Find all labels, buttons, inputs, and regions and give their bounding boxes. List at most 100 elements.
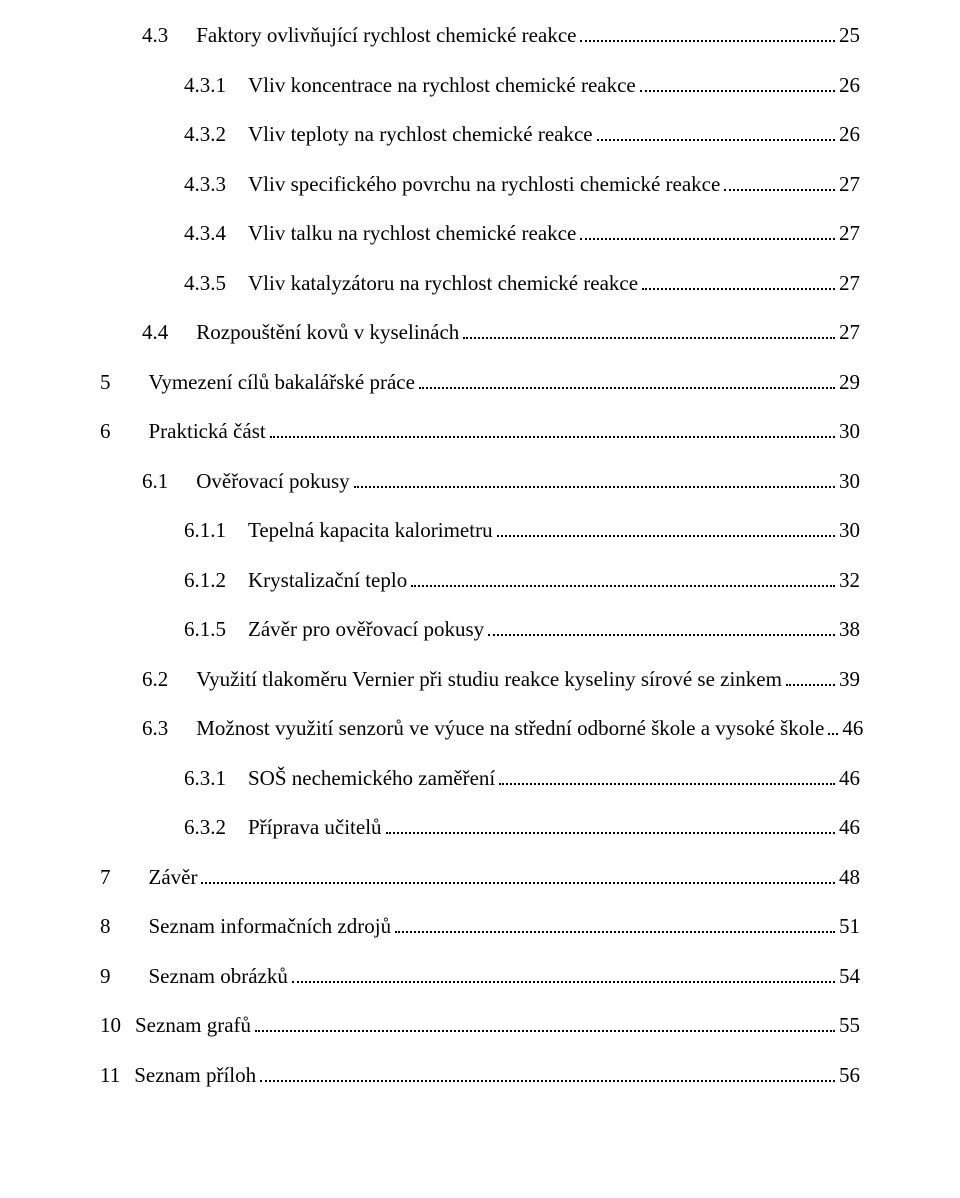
toc-entry-number: 7 [100,862,111,894]
toc-leader-dots [270,436,835,438]
toc-entry: 5Vymezení cílů bakalářské práce29 [100,367,860,399]
toc-entry: 8 Seznam informačních zdrojů 51 [100,911,860,943]
toc-entry-page: 27 [839,317,860,349]
toc-leader-dots [786,684,835,686]
toc-entry-title: SOŠ nechemického zaměření [248,763,495,795]
toc-entry-number: 8 [100,911,111,943]
toc-entry-title: Závěr pro ověřovací pokusy [248,614,484,646]
toc-entry-number: 4.3.2 [184,119,226,151]
toc-leader-dots [488,634,835,636]
toc-leader-dots [499,783,835,785]
toc-leader-dots [597,139,835,141]
toc-leader-dots [411,585,835,587]
toc-entry: 4.4 Rozpouštění kovů v kyselinách 27 [100,317,860,349]
toc-entry-page: 29 [839,367,860,399]
toc-entry: 6.3 Možnost využití senzorů ve výuce na s… [100,713,860,745]
toc-entry-number: 11 [100,1060,120,1092]
toc-entry-page: 26 [839,119,860,151]
toc-entry-page: 27 [839,218,860,250]
toc-entry-page: 30 [839,416,860,448]
toc-leader-dots [724,189,835,191]
toc-leader-dots [260,1080,835,1082]
toc-entry: 4.3.1 Vliv koncentrace na rychlost chemic… [100,70,860,102]
toc-entry-page: 46 [839,763,860,795]
toc-entry-number: 6.1.5 [184,614,226,646]
toc-leader-dots [255,1030,835,1032]
toc-entry-number: 6.2 [142,664,168,696]
toc-entry: 6.3.2 Příprava učitelů 46 [100,812,860,844]
toc-entry: 4.3.5Vliv katalyzátoru na rychlost chemi… [100,268,860,300]
toc-entry: 7 Závěr 48 [100,862,860,894]
toc-entry-page: 27 [839,268,860,300]
toc-entry: 10 Seznam grafů 55 [100,1010,860,1042]
toc-entry: 4.3.4Vliv talku na rychlost chemické rea… [100,218,860,250]
toc-entry-number: 6.1.2 [184,565,226,597]
toc-entry: 11Seznam příloh56 [100,1060,860,1092]
toc-entry-title: Seznam grafů [135,1010,251,1042]
toc-entry-page: 32 [839,565,860,597]
toc-entry-page: 39 [839,664,860,696]
toc-entry-number: 4.3 [142,20,168,52]
toc-entry-title: Praktická část [149,416,266,448]
toc-leader-dots [463,337,835,339]
toc-entry-page: 30 [839,515,860,547]
toc-entry-number: 6 [100,416,111,448]
toc-entry-page: 25 [839,20,860,52]
toc-entry-title: Krystalizační teplo [248,565,407,597]
toc-entry-number: 6.3.1 [184,763,226,795]
toc-entry: 6.1Ověřovací pokusy30 [100,466,860,498]
toc-entry-number: 6.3.2 [184,812,226,844]
toc-entry-number: 6.1.1 [184,515,226,547]
toc-leader-dots [386,832,835,834]
toc-entry-number: 4.3.5 [184,268,226,300]
toc-leader-dots [828,733,838,735]
toc-entry-number: 10 [100,1010,121,1042]
toc-entry: 6 Praktická část 30 [100,416,860,448]
toc-entry-title: Závěr [149,862,198,894]
toc-leader-dots [640,90,835,92]
toc-leader-dots [580,40,835,42]
toc-entry: 6.1.5Závěr pro ověřovací pokusy38 [100,614,860,646]
toc-entry-page: 46 [842,713,863,745]
toc-entry-page: 48 [839,862,860,894]
toc-entry-number: 4.3.4 [184,218,226,250]
toc-leader-dots [419,387,835,389]
toc-entry-title: Seznam obrázků [149,961,288,993]
toc-leader-dots [292,981,835,983]
toc-entry-title: Seznam informačních zdrojů [149,911,392,943]
table-of-contents: 4.3 Faktory ovlivňující rychlost chemické… [100,20,860,1091]
toc-entry-page: 26 [839,70,860,102]
toc-entry: 6.3.1 SOŠ nechemického zaměření 46 [100,763,860,795]
toc-entry: 9Seznam obrázků54 [100,961,860,993]
toc-entry-title: Vliv teploty na rychlost chemické reakce [248,119,593,151]
toc-entry-title: Příprava učitelů [248,812,382,844]
toc-entry-page: 30 [839,466,860,498]
toc-entry-number: 4.3.3 [184,169,226,201]
toc-entry-page: 56 [839,1060,860,1092]
toc-entry-title: Možnost využití senzorů ve výuce na stře… [196,713,824,745]
toc-entry-page: 55 [839,1010,860,1042]
toc-entry: 6.1.1 Tepelná kapacita kalorimetru 30 [100,515,860,547]
toc-entry-title: Faktory ovlivňující rychlost chemické re… [196,20,576,52]
toc-entry-page: 54 [839,961,860,993]
toc-entry-number: 5 [100,367,111,399]
toc-entry-page: 51 [839,911,860,943]
toc-entry: 4.3.3Vliv specifického povrchu na rychlo… [100,169,860,201]
toc-leader-dots [201,882,835,884]
toc-leader-dots [642,288,835,290]
toc-entry-title: Využití tlakoměru Vernier při studiu rea… [196,664,782,696]
toc-entry: 4.3 Faktory ovlivňující rychlost chemické… [100,20,860,52]
toc-entry-number: 4.3.1 [184,70,226,102]
toc-entry-number: 4.4 [142,317,168,349]
toc-entry-title: Vliv koncentrace na rychlost chemické re… [248,70,636,102]
toc-leader-dots [395,931,835,933]
toc-leader-dots [354,486,835,488]
toc-entry: 6.1.2 Krystalizační teplo 32 [100,565,860,597]
toc-entry-title: Rozpouštění kovů v kyselinách [196,317,459,349]
toc-entry-title: Tepelná kapacita kalorimetru [248,515,493,547]
toc-entry-page: 27 [839,169,860,201]
toc-entry: 6.2 Využití tlakoměru Vernier při studiu … [100,664,860,696]
toc-entry-number: 6.3 [142,713,168,745]
toc-leader-dots [580,238,835,240]
toc-entry-page: 46 [839,812,860,844]
